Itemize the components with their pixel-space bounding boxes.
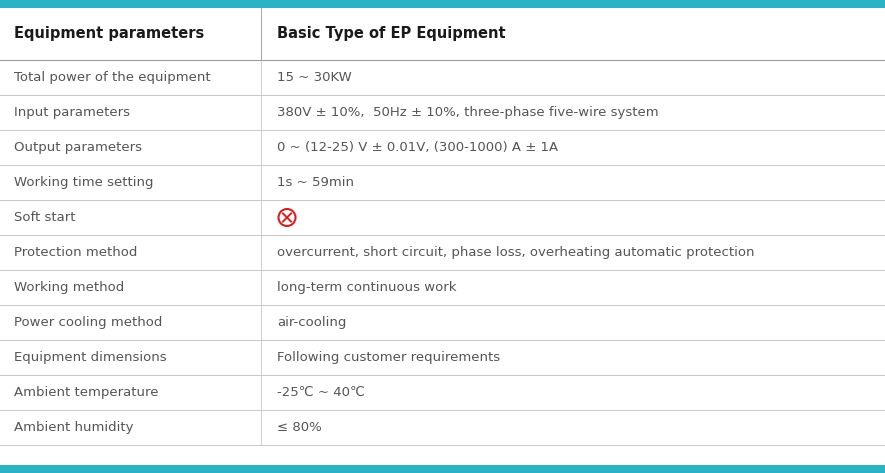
Text: Input parameters: Input parameters — [14, 106, 130, 119]
Bar — [0, 200, 885, 235]
Text: 15 ~ 30KW: 15 ~ 30KW — [277, 71, 351, 84]
Text: 0 ~ (12-25) V ± 0.01V, (300-1000) A ± 1A: 0 ~ (12-25) V ± 0.01V, (300-1000) A ± 1A — [277, 141, 558, 154]
Bar — [0, 130, 885, 165]
Text: Following customer requirements: Following customer requirements — [277, 351, 500, 364]
Bar — [0, 410, 885, 445]
Text: Total power of the equipment: Total power of the equipment — [14, 71, 211, 84]
Text: Protection method: Protection method — [14, 246, 137, 259]
Bar — [0, 0, 885, 8]
Text: air-cooling: air-cooling — [277, 316, 346, 329]
Text: ≤ 80%: ≤ 80% — [277, 421, 322, 434]
Text: Working method: Working method — [14, 281, 125, 294]
Bar — [0, 8, 885, 60]
Text: overcurrent, short circuit, phase loss, overheating automatic protection: overcurrent, short circuit, phase loss, … — [277, 246, 755, 259]
Text: Power cooling method: Power cooling method — [14, 316, 163, 329]
Bar — [0, 60, 885, 95]
Text: Ambient temperature: Ambient temperature — [14, 386, 158, 399]
Bar — [0, 95, 885, 130]
Text: Working time setting: Working time setting — [14, 176, 154, 189]
Text: Output parameters: Output parameters — [14, 141, 142, 154]
Text: 1s ~ 59min: 1s ~ 59min — [277, 176, 354, 189]
Text: 380V ± 10%,  50Hz ± 10%, three-phase five-wire system: 380V ± 10%, 50Hz ± 10%, three-phase five… — [277, 106, 658, 119]
Text: Equipment parameters: Equipment parameters — [14, 26, 204, 42]
Text: Equipment dimensions: Equipment dimensions — [14, 351, 166, 364]
Bar — [0, 235, 885, 270]
Bar — [0, 375, 885, 410]
Text: Basic Type of EP Equipment: Basic Type of EP Equipment — [277, 26, 505, 42]
Bar — [0, 270, 885, 305]
Bar — [0, 465, 885, 473]
Text: Ambient humidity: Ambient humidity — [14, 421, 134, 434]
Text: long-term continuous work: long-term continuous work — [277, 281, 457, 294]
Bar — [0, 340, 885, 375]
Text: -25℃ ~ 40℃: -25℃ ~ 40℃ — [277, 386, 365, 399]
Bar — [0, 305, 885, 340]
Text: Soft start: Soft start — [14, 211, 75, 224]
Bar — [0, 165, 885, 200]
